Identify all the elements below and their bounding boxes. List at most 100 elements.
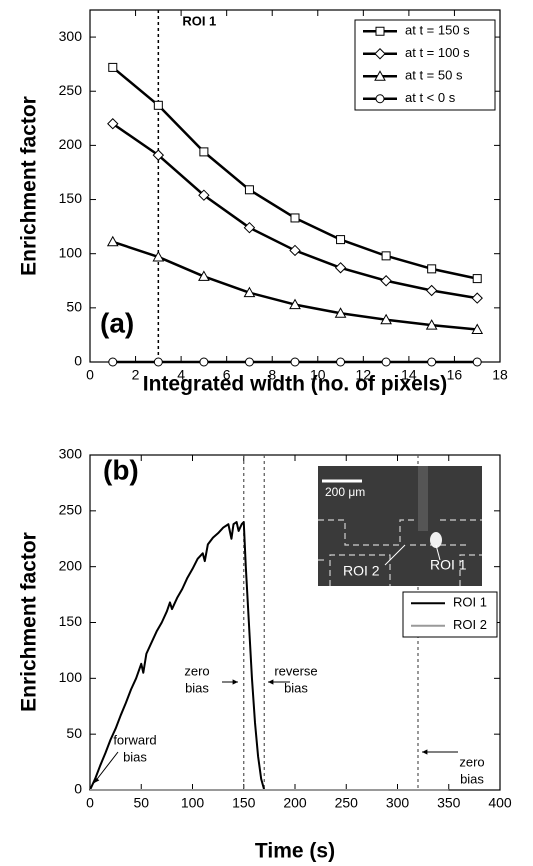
x-tick-label: 12 [356, 367, 372, 383]
data-point [289, 244, 301, 257]
x-tick-label: 8 [268, 367, 276, 383]
annotation-arrowhead [232, 679, 238, 685]
legend-label: at t = 150 s [405, 23, 470, 38]
inset-roi-spot [430, 532, 442, 548]
x-tick-label: 4 [177, 367, 185, 383]
legend-label: at t = 100 s [405, 45, 470, 60]
data-point [243, 221, 256, 234]
annotation-arrow [93, 751, 119, 784]
reference-label: ROI 1 [182, 13, 216, 28]
annotation: zero [459, 754, 484, 769]
data-point [380, 275, 392, 287]
data-point [472, 274, 482, 284]
data-point [198, 270, 210, 281]
data-point [471, 292, 483, 304]
panel-label: (a) [100, 307, 134, 338]
x-tick-label: 2 [132, 367, 140, 383]
data-point [153, 100, 163, 110]
data-point [198, 189, 210, 201]
data-point [381, 251, 391, 261]
annotation: bias [460, 771, 484, 786]
y-axis-label: Enrichment factor [18, 532, 41, 712]
x-tick-label: 14 [401, 367, 417, 383]
legend-marker [375, 94, 385, 104]
data-point [336, 235, 346, 245]
data-point [380, 313, 392, 325]
inset-pointer [435, 544, 441, 561]
x-tick-label: 50 [133, 795, 149, 811]
x-axis-label: Time (s) [255, 840, 335, 863]
x-axis-label: Integrated width (no. of pixels) [143, 373, 448, 396]
y-tick-label: 300 [59, 446, 83, 462]
data-point [244, 185, 254, 195]
inset-channel [418, 466, 428, 531]
inset: 200 μm ROI 2 ROI 1 [318, 466, 482, 586]
annotation: zero [184, 663, 209, 678]
data-point [290, 357, 300, 367]
panel-label: (b) [103, 454, 139, 485]
data-point [243, 286, 256, 298]
annotation-arrowhead [94, 777, 100, 783]
data-point [425, 284, 438, 297]
data-point [289, 298, 301, 310]
annotation: bias [284, 680, 308, 695]
x-tick-label: 16 [447, 367, 463, 383]
x-tick-label: 400 [488, 795, 512, 811]
data-point [334, 307, 347, 318]
annotation-arrowhead [422, 749, 428, 755]
data-point [152, 250, 165, 262]
x-tick-label: 100 [181, 795, 205, 811]
data-point [334, 262, 347, 274]
legend-marker [374, 70, 386, 81]
annotation: bias [185, 680, 209, 695]
data-point [290, 213, 300, 223]
x-tick-label: 350 [437, 795, 461, 811]
x-tick-label: 10 [310, 367, 326, 383]
x-tick-label: 300 [386, 795, 410, 811]
series-line [112, 122, 478, 300]
data-point [427, 264, 437, 274]
x-tick-label: 0 [86, 367, 94, 383]
inset-label: ROI 2 [343, 563, 380, 579]
x-tick-label: 250 [335, 795, 359, 811]
legend-label: at t < 0 s [405, 90, 456, 105]
data-point [153, 357, 163, 367]
legend-marker [374, 48, 386, 60]
y-tick-label: 250 [59, 502, 83, 518]
data-point [244, 357, 254, 367]
annotation: forward [113, 732, 156, 747]
y-tick-label: 0 [74, 353, 82, 369]
scale-label: 200 μm [325, 485, 365, 499]
inset-pattern [318, 519, 482, 586]
legend-box [402, 591, 498, 638]
annotation: reverse [274, 663, 317, 678]
data-point [472, 357, 482, 367]
inset-label: ROI 1 [430, 557, 467, 573]
annotation-arrowhead [268, 679, 274, 685]
data-point [106, 235, 119, 247]
legend-label: at t = 50 s [405, 68, 463, 83]
legend-marker [375, 26, 385, 36]
data-point [381, 357, 391, 367]
data-point [471, 323, 484, 335]
y-tick-label: 150 [59, 190, 83, 206]
data-point [108, 62, 118, 72]
legend-label: ROI 1 [453, 595, 487, 610]
x-tick-label: 6 [223, 367, 231, 383]
y-tick-label: 300 [59, 28, 83, 44]
annotation: bias [123, 749, 147, 764]
data-point [199, 147, 209, 157]
legend-label: ROI 2 [453, 617, 487, 632]
inset-pointer [384, 544, 406, 566]
y-tick-label: 0 [74, 781, 82, 797]
y-axis-label: Enrichment factor [18, 96, 41, 276]
data-point [427, 357, 437, 367]
y-tick-label: 100 [59, 244, 83, 260]
series-line [89, 521, 449, 791]
data-point [336, 357, 346, 367]
y-tick-label: 50 [66, 725, 82, 741]
data-point [108, 357, 118, 367]
data-point [425, 319, 438, 330]
data-point [199, 357, 209, 367]
x-tick-label: 150 [232, 795, 256, 811]
